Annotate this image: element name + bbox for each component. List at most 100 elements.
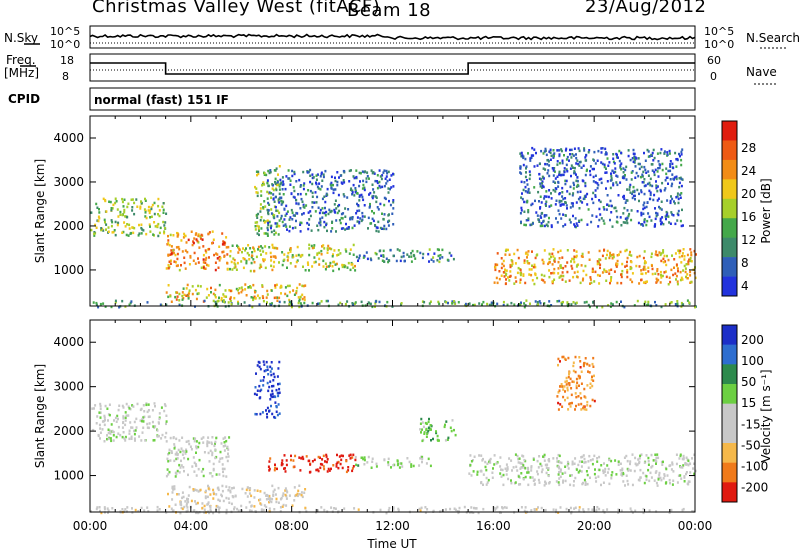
power-cell [151, 203, 154, 207]
velocity-cell [622, 472, 625, 476]
velocity-cell [175, 437, 178, 441]
velocity-cell [454, 508, 457, 512]
velocity-cell [192, 489, 195, 492]
power-cell [644, 168, 647, 172]
velocity-cell [559, 475, 562, 478]
velocity-colorbar-tick: -200 [741, 480, 768, 494]
power-cell [299, 302, 302, 305]
power-cell [176, 235, 179, 238]
power-cell [358, 195, 361, 199]
velocity-cell [178, 439, 181, 442]
power-cell [178, 303, 181, 307]
velocity-cell [352, 465, 355, 468]
power-cell [372, 194, 375, 198]
power-cell [251, 305, 254, 309]
velocity-cell [225, 475, 228, 478]
power-cell [593, 167, 595, 171]
power-cell [321, 216, 324, 219]
power-cell [263, 173, 266, 176]
power-cell [581, 201, 584, 204]
power-cell [641, 173, 644, 176]
power-cell [140, 226, 143, 230]
power-cell [546, 172, 549, 175]
power-cell [335, 219, 338, 222]
velocity-cell [210, 441, 213, 444]
power-cell [233, 296, 236, 300]
power-cell [326, 299, 329, 303]
power-cell [538, 300, 541, 303]
velocity-cell [648, 509, 651, 512]
velocity-cell [656, 484, 659, 487]
velocity-cell [478, 454, 481, 457]
power-cell [276, 209, 279, 213]
power-cell [680, 301, 683, 305]
power-cell [430, 258, 433, 261]
power-cell [295, 202, 298, 205]
power-cell [661, 168, 664, 172]
power-cell [124, 215, 127, 218]
power-cell [385, 169, 388, 173]
velocity-cell [560, 461, 563, 465]
velocity-cell [351, 456, 354, 459]
power-cell [588, 149, 591, 152]
power-cell [630, 178, 633, 181]
velocity-cell [274, 416, 277, 419]
power-cell [321, 211, 324, 215]
power-cell [566, 303, 569, 306]
power-cell [590, 281, 593, 285]
power-cell [645, 205, 648, 209]
velocity-cell [629, 469, 632, 472]
velocity-cell [122, 406, 125, 409]
power-cell [548, 189, 551, 192]
power-cell [121, 299, 124, 303]
power-cell [392, 254, 395, 258]
power-cell [175, 298, 178, 301]
velocity-cell [195, 446, 198, 450]
velocity-cell [95, 422, 98, 425]
power-cell [326, 251, 329, 254]
velocity-cell [270, 500, 273, 504]
velocity-cell [272, 494, 275, 497]
power-cell [125, 215, 128, 219]
power-cell [332, 183, 334, 187]
power-cell [556, 221, 559, 224]
power-cell [295, 254, 298, 257]
velocity-cell [523, 509, 526, 513]
power-cell [553, 271, 556, 275]
velocity-cell [140, 506, 143, 510]
power-cell [596, 273, 599, 277]
velocity-cell [117, 417, 119, 421]
power-cell [104, 305, 107, 308]
velocity-cell [574, 370, 577, 374]
power-cell [529, 173, 532, 177]
velocity-cell [173, 485, 176, 488]
power-cell [568, 218, 571, 221]
power-cell [609, 179, 612, 182]
power-cell [570, 156, 573, 159]
power-cell [607, 304, 610, 307]
power-cell [369, 202, 371, 206]
power-cell [591, 269, 594, 272]
power-cell [153, 201, 156, 205]
power-cell [259, 203, 262, 206]
power-cell [540, 178, 543, 181]
velocity-colorbar-swatch [722, 443, 737, 463]
velocity-cell [268, 460, 271, 463]
power-cell [341, 217, 344, 220]
velocity-cell [495, 507, 498, 510]
power-cell [625, 219, 628, 222]
velocity-cell [352, 453, 355, 457]
power-cell [528, 170, 531, 173]
velocity-cell [468, 472, 471, 475]
velocity-cell [473, 455, 476, 458]
velocity-cell [510, 479, 512, 482]
power-cell [380, 254, 383, 257]
velocity-cell [580, 396, 583, 400]
velocity-cell [290, 454, 292, 458]
power-cell [368, 193, 370, 196]
velocity-cell [300, 491, 303, 494]
power-cell [520, 301, 522, 304]
velocity-cell [95, 507, 98, 511]
power-cell [515, 280, 518, 283]
power-cell [214, 261, 217, 264]
